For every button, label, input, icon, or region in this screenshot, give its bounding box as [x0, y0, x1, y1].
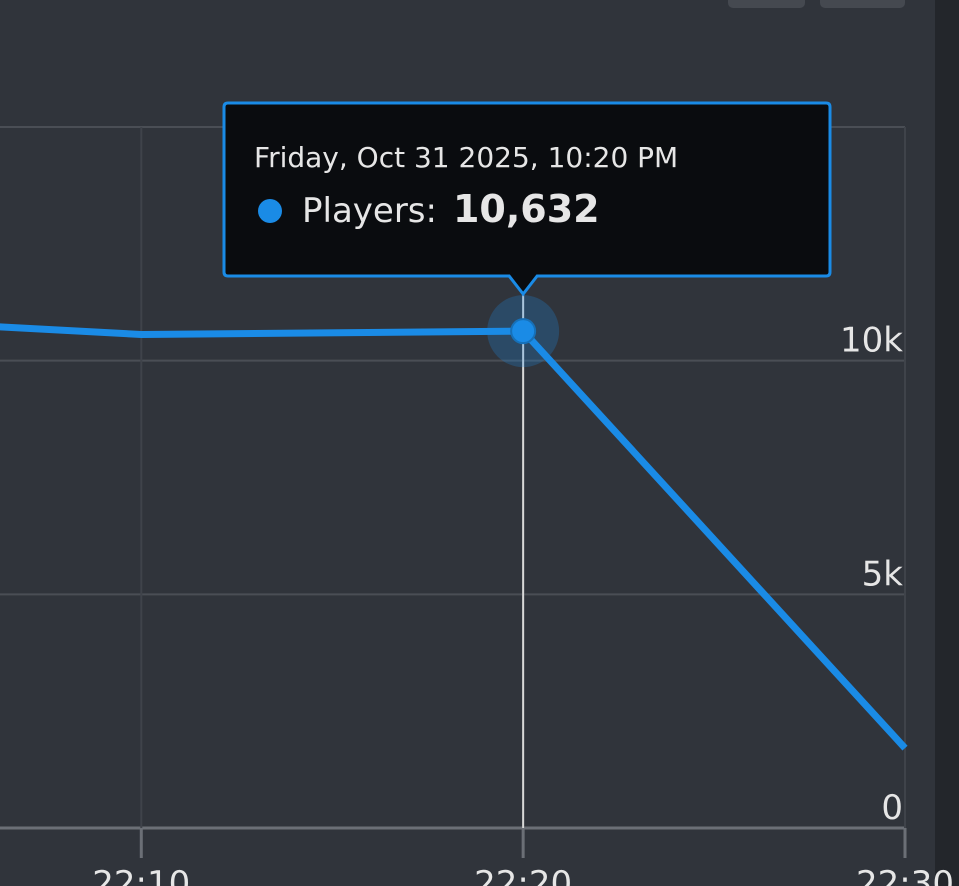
x-tick-label: 22:10: [92, 864, 190, 886]
plot-area: 0 5k 10k 22:10 22:20 22:30 Friday, Oct 31 2025…: [0, 101, 954, 886]
tooltip-label: Players:: [302, 191, 437, 231]
tooltip: Friday, Oct 31 2025, 10:20 PM Players: 10,…: [222, 101, 832, 297]
hover-point: [510, 318, 537, 345]
series-line: [0, 323, 908, 751]
tooltip-title: Friday, Oct 31 2025, 10:20 PM: [254, 141, 678, 174]
toolbar-button[interactable]: [820, 0, 905, 8]
y-tick-label: 5k: [862, 554, 904, 594]
x-tick-label: 22:20: [474, 864, 572, 886]
y-tick-label: 0: [881, 788, 903, 828]
tooltip-value: 10,632: [453, 187, 600, 231]
toolbar-button[interactable]: [728, 0, 805, 8]
y-tick-label: 10k: [840, 321, 903, 361]
scrollbar[interactable]: [935, 0, 959, 886]
tooltip-box: [222, 101, 832, 297]
x-tick-label: 22:30: [856, 864, 954, 886]
tooltip-marker: [258, 199, 282, 223]
